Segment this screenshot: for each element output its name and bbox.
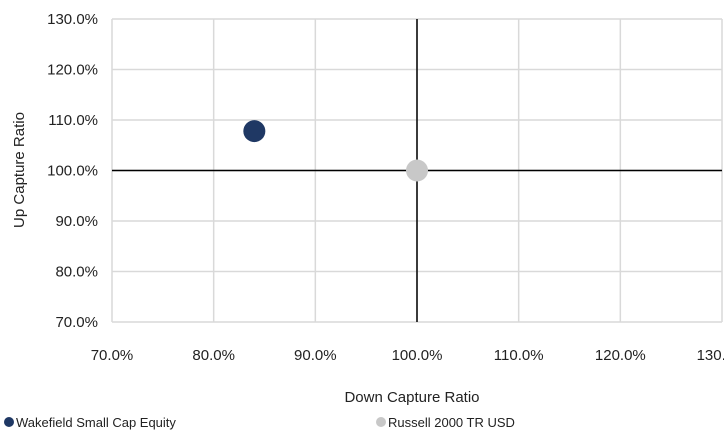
y-tick-label: 70.0%	[55, 314, 98, 331]
legend-item-russell: Russell 2000 TR USD	[376, 414, 515, 430]
legend-label-wakefield: Wakefield Small Cap Equity	[16, 414, 176, 430]
y-tick-label: 120.0%	[47, 62, 98, 79]
y-tick-label: 110.0%	[48, 112, 98, 129]
y-axis-title: Up Capture Ratio	[11, 112, 28, 228]
legend-marker-icon	[4, 417, 14, 427]
legend-item-wakefield: Wakefield Small Cap Equity	[4, 414, 176, 430]
x-tick-label: 130.0%	[697, 347, 724, 364]
legend-label-russell: Russell 2000 TR USD	[388, 414, 515, 430]
x-tick-label: 80.0%	[192, 347, 235, 364]
wakefield-point	[243, 120, 266, 143]
x-tick-label: 100.0%	[392, 347, 443, 364]
russell-point	[406, 159, 428, 182]
x-tick-label: 70.0%	[91, 347, 134, 364]
data-points	[243, 120, 428, 182]
tick-labels: 70.0% 80.0% 90.0% 100.0% 110.0% 120.0% 130.0% 1…	[47, 11, 724, 364]
y-tick-label: 90.0%	[55, 213, 98, 230]
y-tick-label: 130.0%	[47, 11, 98, 28]
x-axis-title: Down Capture Ratio	[344, 389, 479, 406]
legend-marker-icon	[376, 417, 386, 427]
y-tick-label: 100.0%	[47, 163, 98, 180]
y-tick-label: 80.0%	[55, 264, 98, 281]
x-tick-label: 90.0%	[294, 347, 337, 364]
x-tick-label: 120.0%	[595, 347, 646, 364]
x-tick-label: 110.0%	[494, 347, 544, 364]
